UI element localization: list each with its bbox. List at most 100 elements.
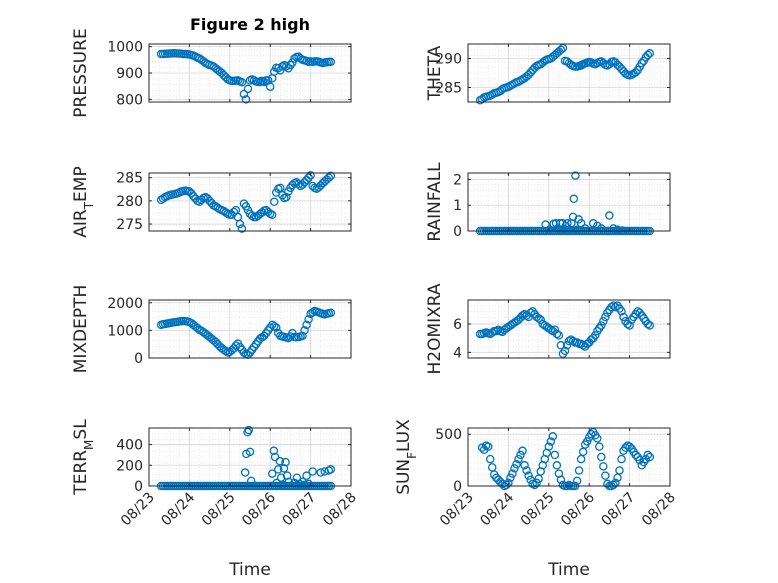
y-tick-label: 2 (453, 172, 462, 188)
data-point (302, 471, 311, 480)
y-tick-label: 500 (435, 427, 462, 443)
data-point (492, 326, 501, 336)
subplot-terr: 0 200 400 08/23 08/24 08/25 08/26 08/27 08/28 TER… (71, 419, 360, 580)
subplot-rainfall: 0 1 2 RAINFALL (425, 162, 671, 242)
chart-title: Figure 2 high (190, 15, 310, 34)
data-point (510, 464, 519, 473)
x-tick-label: 08/26 (239, 489, 279, 529)
data-point (643, 319, 653, 329)
y-axis-label: SUNFLUX (394, 419, 419, 495)
y-axis-label: PRESSURE (71, 28, 91, 117)
data-point (245, 447, 255, 457)
data-point (276, 66, 285, 75)
data-point (240, 468, 250, 477)
data-point (621, 443, 630, 452)
data-point (265, 82, 275, 91)
data-point (275, 456, 285, 466)
y-tick-label: 4 (453, 345, 462, 361)
data-point (282, 471, 292, 480)
data-point (290, 54, 299, 63)
data-point (281, 457, 290, 467)
data-point (494, 325, 503, 334)
subplot-mixdepth: 0 1000 2000 MIXDEPTH (71, 285, 352, 373)
data-point (485, 454, 495, 464)
data-point (550, 325, 560, 334)
data-point (221, 346, 231, 356)
data-point (599, 316, 608, 326)
data-point (591, 331, 600, 340)
series-markers (477, 427, 655, 491)
data-point (246, 476, 256, 486)
data-point (597, 452, 606, 462)
data-point (645, 321, 655, 330)
data-point (618, 226, 627, 235)
data-point (247, 211, 257, 220)
data-point (635, 455, 644, 465)
data-point (269, 321, 279, 331)
axes-box (467, 299, 671, 359)
y-axis-label: AIRTEMP (71, 166, 96, 237)
data-point (304, 173, 313, 182)
y-tick-label: 900 (116, 66, 143, 82)
subplot-air: 275 280 285 AIRTEMP (71, 166, 352, 238)
data-point (522, 466, 531, 475)
data-point (272, 323, 281, 332)
data-point (564, 336, 574, 346)
data-point (286, 60, 295, 70)
data-point (595, 442, 604, 451)
data-point (536, 315, 545, 325)
data-point (243, 84, 253, 94)
data-point (300, 326, 309, 335)
data-point (274, 465, 283, 474)
series-markers (475, 301, 655, 359)
data-point (601, 471, 610, 480)
data-point (601, 312, 610, 322)
data-point (556, 341, 566, 350)
data-point (605, 211, 614, 220)
data-point (609, 224, 618, 233)
series-markers (475, 43, 655, 105)
data-point (308, 308, 317, 317)
data-point (576, 219, 586, 228)
data-point (556, 45, 566, 55)
data-point (326, 308, 336, 317)
series-markers (156, 48, 336, 104)
y-tick-label: 200 (116, 458, 143, 474)
data-point (597, 321, 606, 330)
subplot-sun: 0 500 08/23 08/24 08/25 08/26 08/27 08/28 SUNFLU… (394, 419, 679, 580)
y-tick-label: 400 (116, 438, 143, 454)
data-point (516, 450, 525, 460)
axes-box (467, 43, 671, 103)
data-point (239, 348, 249, 357)
data-point (518, 311, 527, 320)
data-point (625, 321, 634, 330)
y-tick-label: 290 (435, 52, 462, 68)
data-point (267, 469, 277, 478)
data-point (631, 68, 640, 77)
x-tick-label: 08/23 (437, 490, 477, 530)
data-point (316, 468, 325, 477)
data-point (609, 480, 618, 490)
y-axis-label: RAINFALL (425, 162, 445, 242)
y-tick-label: 1 (453, 198, 462, 214)
data-point (631, 450, 640, 460)
data-point (269, 197, 279, 207)
axes-box (148, 427, 352, 487)
data-point (278, 62, 287, 71)
data-point (603, 479, 612, 489)
data-point (520, 461, 529, 470)
data-point (324, 173, 334, 182)
axes-box (467, 427, 671, 487)
data-point (569, 194, 579, 204)
data-point (237, 77, 247, 87)
data-point (645, 452, 655, 462)
y-axis-label: H2OMIXRA (425, 283, 445, 374)
data-point (298, 331, 307, 341)
data-point (554, 331, 564, 340)
data-point (572, 476, 582, 486)
data-point (562, 341, 572, 350)
data-point (556, 475, 566, 485)
